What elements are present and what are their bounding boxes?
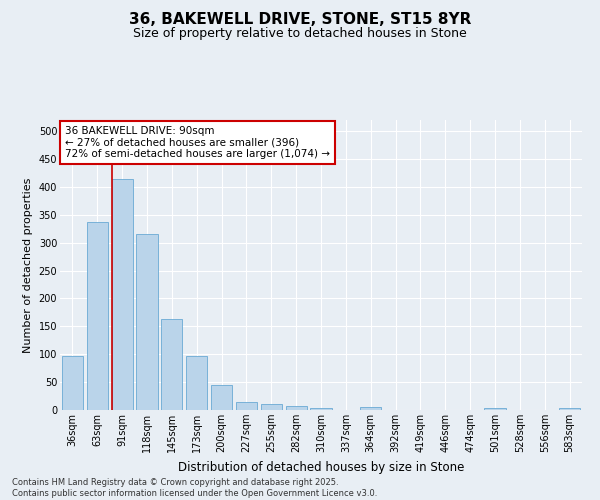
Bar — [87, 222, 108, 410]
Bar — [310, 408, 332, 410]
Bar — [211, 385, 232, 410]
Bar — [112, 178, 133, 410]
Bar — [559, 408, 580, 410]
Bar — [236, 402, 257, 410]
Bar — [261, 404, 282, 410]
Bar — [136, 234, 158, 410]
Bar — [161, 319, 182, 410]
Text: Contains HM Land Registry data © Crown copyright and database right 2025.
Contai: Contains HM Land Registry data © Crown c… — [12, 478, 377, 498]
Text: 36, BAKEWELL DRIVE, STONE, ST15 8YR: 36, BAKEWELL DRIVE, STONE, ST15 8YR — [129, 12, 471, 28]
Bar — [62, 356, 83, 410]
Text: 36 BAKEWELL DRIVE: 90sqm
← 27% of detached houses are smaller (396)
72% of semi-: 36 BAKEWELL DRIVE: 90sqm ← 27% of detach… — [65, 126, 330, 159]
Bar — [360, 407, 381, 410]
Text: Size of property relative to detached houses in Stone: Size of property relative to detached ho… — [133, 28, 467, 40]
Bar — [484, 408, 506, 410]
X-axis label: Distribution of detached houses by size in Stone: Distribution of detached houses by size … — [178, 460, 464, 473]
Bar — [286, 406, 307, 410]
Y-axis label: Number of detached properties: Number of detached properties — [23, 178, 33, 352]
Bar — [186, 356, 207, 410]
